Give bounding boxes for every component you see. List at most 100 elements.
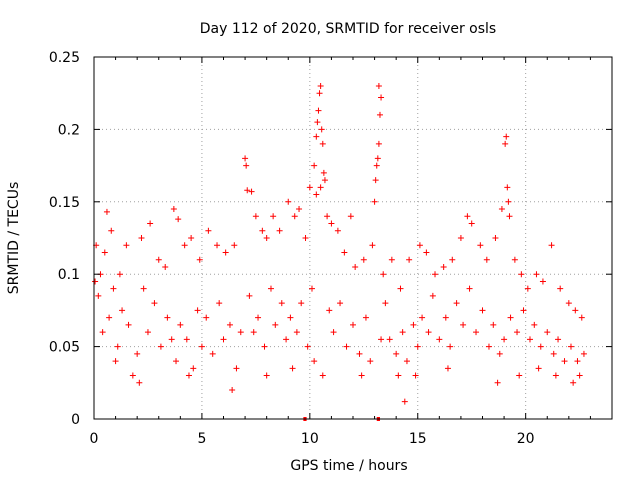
data-point-marker <box>334 227 341 234</box>
data-point-marker <box>119 307 126 314</box>
data-point-marker <box>468 220 475 227</box>
x-tick-label: 5 <box>197 431 206 447</box>
data-point-marker <box>116 271 123 278</box>
data-point <box>555 336 562 343</box>
data-point-marker <box>328 220 335 227</box>
data-point <box>414 343 421 350</box>
data-point <box>373 162 380 169</box>
data-point-marker <box>244 187 251 194</box>
data-point-marker <box>306 184 313 191</box>
data-point <box>372 177 379 184</box>
data-point <box>190 365 197 372</box>
data-point-marker <box>401 398 408 405</box>
data-point-marker <box>356 350 363 357</box>
data-point <box>116 271 123 278</box>
data-point <box>324 213 331 220</box>
data-point-marker <box>313 133 320 140</box>
x-tick-label: 10 <box>301 431 319 447</box>
data-point-marker <box>190 365 197 372</box>
data-point <box>429 292 436 299</box>
data-point-marker <box>267 285 274 292</box>
data-point-marker <box>378 336 385 343</box>
data-point <box>151 300 158 307</box>
data-point-marker <box>138 235 145 241</box>
data-point-marker <box>283 336 290 343</box>
data-point <box>123 242 130 249</box>
data-point-marker <box>524 285 531 292</box>
data-point <box>278 300 285 307</box>
data-point <box>360 256 367 263</box>
data-point <box>492 235 499 241</box>
data-point <box>496 350 503 357</box>
data-point-marker <box>95 292 102 299</box>
data-point-marker <box>341 249 348 256</box>
data-point <box>580 350 587 357</box>
data-point <box>479 307 486 314</box>
data-point <box>317 82 324 89</box>
data-point <box>334 227 341 234</box>
data-point-marker <box>367 358 374 365</box>
data-point-marker <box>473 329 480 336</box>
data-point <box>341 249 348 256</box>
data-point-marker <box>216 300 223 307</box>
data-point-marker <box>397 285 404 292</box>
data-point <box>337 300 344 307</box>
data-point <box>464 213 471 220</box>
data-point <box>95 292 102 299</box>
data-point-marker <box>226 321 233 328</box>
data-point-marker <box>314 119 321 126</box>
data-point <box>313 191 320 198</box>
data-point-marker <box>112 358 119 365</box>
data-point <box>306 184 313 191</box>
data-point-marker <box>123 242 130 249</box>
data-point-marker <box>287 314 294 321</box>
data-point <box>316 90 323 97</box>
data-point <box>168 336 175 343</box>
data-point <box>173 358 180 365</box>
data-point <box>250 329 257 336</box>
data-point-marker <box>425 329 432 336</box>
data-point-marker <box>324 213 331 220</box>
data-point-marker <box>157 343 164 350</box>
data-point <box>183 336 190 343</box>
data-point <box>406 256 413 263</box>
data-points <box>92 82 587 405</box>
data-point-marker <box>539 278 546 285</box>
data-point-marker <box>429 292 436 299</box>
data-point-marker <box>252 213 259 220</box>
data-point <box>374 155 381 162</box>
data-point <box>367 358 374 365</box>
x-tick-label: 20 <box>517 431 535 447</box>
data-point <box>350 321 356 328</box>
y-tick-label: 0 <box>71 412 80 428</box>
data-point-marker <box>330 329 337 336</box>
data-point-marker <box>444 365 451 372</box>
data-point-marker <box>173 358 180 365</box>
data-point-marker <box>194 307 201 314</box>
data-point <box>198 343 205 350</box>
data-point-marker <box>555 336 562 343</box>
data-point <box>395 372 402 379</box>
data-point-marker <box>92 278 99 285</box>
data-point-marker <box>278 300 285 307</box>
data-point <box>473 329 480 336</box>
y-tick-label: 0.1 <box>58 267 80 283</box>
data-point-marker <box>504 184 511 191</box>
data-point <box>175 216 182 223</box>
data-point-marker <box>229 387 236 394</box>
data-point-marker <box>214 242 221 249</box>
data-point <box>259 227 266 234</box>
data-point-marker <box>304 343 311 350</box>
data-point <box>314 119 321 126</box>
data-point <box>502 140 509 147</box>
data-point-marker <box>485 343 492 350</box>
data-point-marker <box>449 256 456 263</box>
data-point-marker <box>507 314 514 321</box>
data-point-marker <box>552 372 559 379</box>
data-point <box>505 198 512 205</box>
data-point-marker <box>220 336 227 343</box>
data-point <box>371 198 378 205</box>
data-point <box>293 329 300 336</box>
data-point <box>222 249 229 256</box>
data-point <box>567 343 574 350</box>
